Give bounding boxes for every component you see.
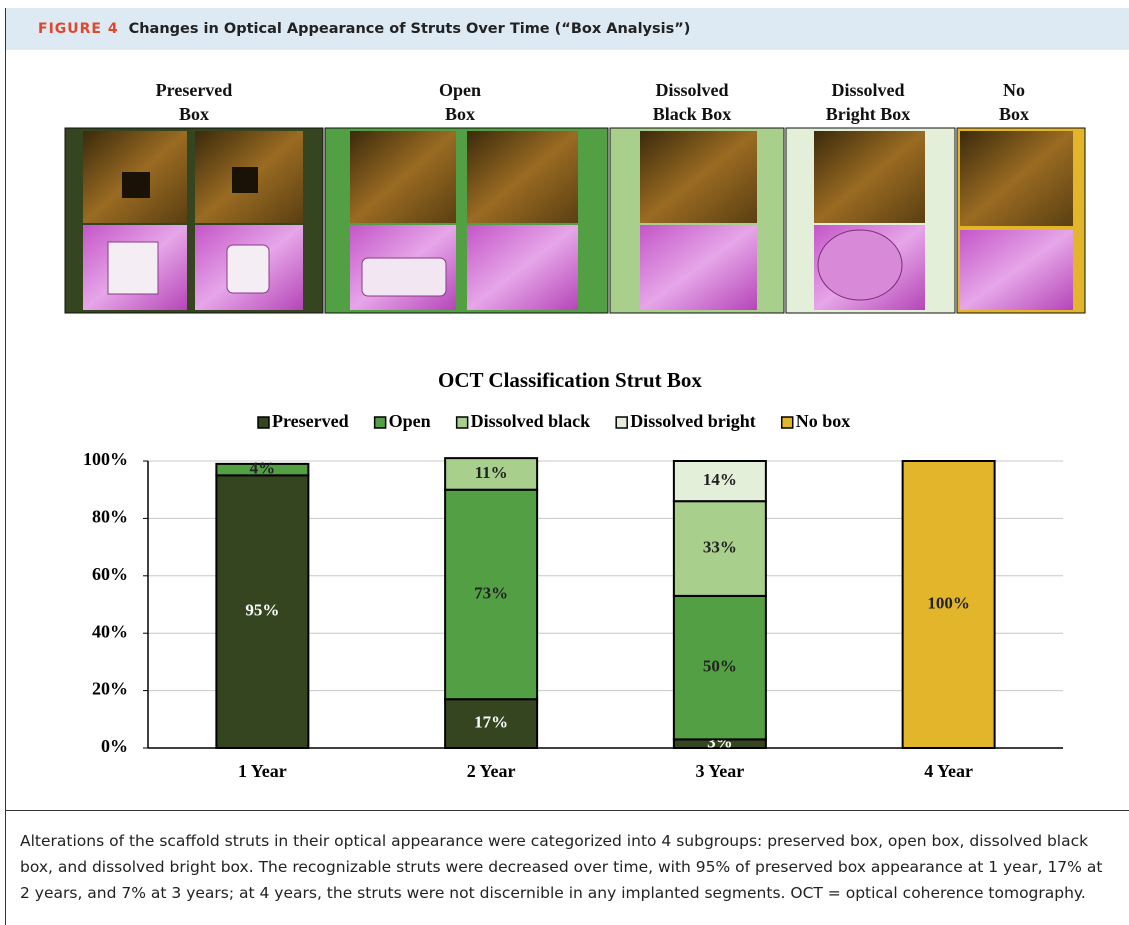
x-tick-label: 4 Year: [924, 761, 973, 781]
panel-label: No Box: [998, 80, 1029, 124]
y-tick-label: 100%: [83, 449, 128, 469]
x-tick-label: 1 Year: [238, 761, 287, 781]
data-label: 17%: [474, 713, 508, 732]
bar-segment: [672, 594, 767, 741]
data-label: 33%: [703, 537, 737, 556]
legend-label: No box: [796, 411, 851, 431]
x-tick-label: 2 Year: [467, 761, 516, 781]
bar-segment: [215, 462, 310, 477]
data-label: 4%: [250, 459, 276, 478]
legend: Preserved Open Dissolved black Dissolved br…: [257, 411, 851, 431]
y-tick-label: 0%: [101, 736, 128, 756]
data-label: 73%: [474, 583, 508, 602]
legend-swatch: [373, 416, 387, 429]
micrographs: [83, 131, 1073, 310]
legend-swatch: [780, 416, 794, 429]
data-label: 11%: [475, 463, 508, 482]
bar-segment: [672, 460, 767, 503]
data-label: 50%: [703, 657, 737, 676]
figure-header: FIGURE 4 Changes in Optical Appearance o…: [6, 8, 1129, 50]
figure-title: Changes in Optical Appearance of Struts …: [128, 21, 691, 37]
x-tick-label: 3 Year: [695, 761, 744, 781]
data-label: 100%: [927, 593, 970, 612]
figure-graphics: OCT Classification Strut Box Preserved Op…: [64, 127, 1086, 781]
chart-title: OCT Classification Strut Box: [438, 368, 702, 392]
y-tick-label: 20%: [92, 679, 128, 699]
legend-swatch: [615, 416, 628, 429]
y-tick-label: 80%: [92, 507, 128, 527]
legend-label: Preserved: [272, 411, 349, 431]
figure-caption: Alterations of the scaffold struts in th…: [20, 832, 1103, 902]
bar-segment: [901, 460, 996, 749]
divider: [5, 810, 1129, 811]
data-label: 14%: [703, 470, 737, 489]
legend-label: Dissolved black: [471, 411, 591, 431]
image-panel: [64, 127, 1086, 314]
bar-segment: [444, 457, 539, 491]
panel-label: Dissolved Bright Box: [825, 80, 911, 124]
plot-area: 0% 20% 40% 60% 80% 100% 1 Year 95% 4% 2 Year 17% 73…: [83, 449, 1063, 781]
legend-swatch: [455, 416, 469, 429]
frame-border: [5, 8, 6, 925]
legend-label: Dissolved bright: [630, 411, 756, 431]
figure-label: FIGURE 4: [38, 21, 119, 37]
panel-label: Dissolved Black Box: [652, 80, 732, 124]
bar-segment: [444, 698, 539, 750]
data-label: 95%: [245, 601, 279, 620]
panel-label: Open Box: [438, 80, 481, 124]
panel-label: Preserved Box: [155, 80, 233, 124]
legend-label: Open: [389, 411, 431, 431]
legend-swatch: [257, 416, 270, 429]
y-tick-label: 40%: [92, 621, 128, 641]
bar-segment: [444, 488, 539, 701]
y-tick-label: 60%: [92, 564, 128, 584]
